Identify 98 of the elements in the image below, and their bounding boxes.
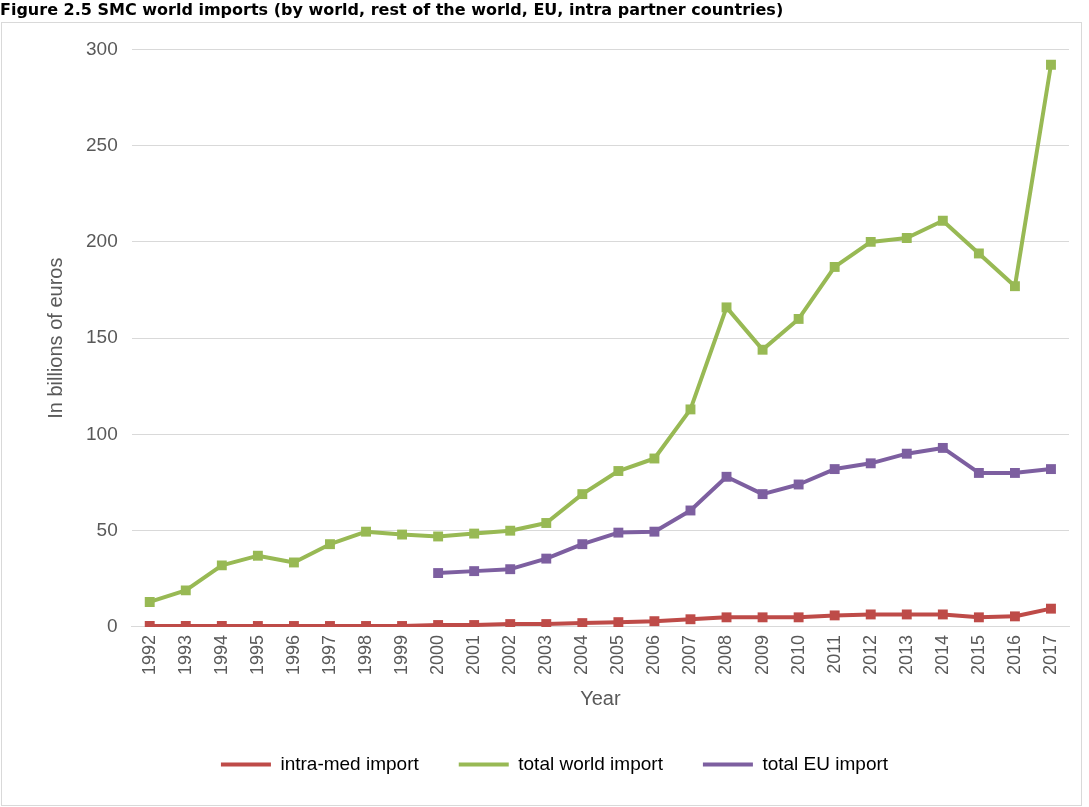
point <box>757 489 768 500</box>
x-tick-label: 2009 <box>751 634 772 675</box>
point <box>252 550 263 561</box>
point <box>505 564 516 575</box>
chart-title: Figure 2.5 SMC world imports (by world, rest of the world, EU, intra partner countries) <box>0 0 784 19</box>
point <box>144 596 155 607</box>
point <box>829 610 840 621</box>
y-tick-label: 300 <box>86 37 118 59</box>
point <box>757 612 768 623</box>
point <box>1009 611 1020 622</box>
x-tick-label: 1999 <box>391 634 412 675</box>
x-tick-label: 1992 <box>138 634 159 675</box>
point <box>505 619 516 627</box>
point <box>973 467 984 478</box>
point <box>469 528 480 539</box>
point <box>433 568 444 578</box>
point <box>685 404 696 415</box>
point <box>649 526 660 537</box>
point <box>541 518 552 528</box>
y-tick-label: 50 <box>96 518 118 540</box>
point <box>721 471 732 482</box>
point <box>361 526 371 537</box>
point <box>216 560 227 571</box>
point <box>649 616 660 627</box>
x-tick-label: 2008 <box>715 634 736 675</box>
x-tick-label: 2004 <box>571 634 592 675</box>
point <box>577 539 588 550</box>
y-axis-title: In billions of euros <box>43 257 66 419</box>
point <box>541 619 552 627</box>
x-tick-label: 2017 <box>1039 634 1060 675</box>
point <box>613 466 624 476</box>
x-tick-label: 2007 <box>679 634 700 675</box>
legend-label: total world import <box>518 752 664 774</box>
point <box>288 557 299 568</box>
x-tick-label: 2000 <box>427 634 448 675</box>
point <box>937 215 948 226</box>
point <box>865 236 876 247</box>
legend-label: total EU import <box>762 752 889 774</box>
point <box>901 448 912 459</box>
point <box>721 302 732 313</box>
x-tick-label: 2012 <box>859 634 880 675</box>
x-tick-label: 2003 <box>535 634 556 675</box>
point <box>433 531 444 542</box>
x-tick-label: 1996 <box>282 634 303 675</box>
point <box>469 566 480 577</box>
point <box>721 612 732 623</box>
point <box>649 453 660 464</box>
point <box>577 489 588 500</box>
x-tick-label: 1997 <box>318 634 339 675</box>
point <box>937 609 948 620</box>
x-tick-label: 1994 <box>210 634 231 675</box>
y-tick-label: 200 <box>86 230 118 252</box>
point <box>793 313 804 324</box>
x-tick-label: 2013 <box>895 634 916 675</box>
legend-label: intra-med import <box>280 752 420 774</box>
point <box>829 262 840 272</box>
y-tick-label: 0 <box>107 615 118 637</box>
x-tick-label: 2001 <box>463 634 484 675</box>
point <box>793 479 804 490</box>
y-tick-label: 250 <box>86 133 118 155</box>
point <box>180 585 191 596</box>
x-tick-label: 2015 <box>967 634 988 675</box>
x-tick-label: 1995 <box>246 634 267 675</box>
point <box>397 529 408 540</box>
point <box>577 618 588 627</box>
point <box>793 612 804 623</box>
point <box>1046 59 1056 70</box>
point <box>1009 467 1020 478</box>
point <box>937 442 948 453</box>
x-tick-label: 2002 <box>499 634 520 675</box>
point <box>973 248 984 259</box>
point <box>901 609 912 620</box>
x-tick-label: 1998 <box>354 634 375 675</box>
x-tick-label: 2011 <box>823 634 844 674</box>
point <box>901 233 912 244</box>
point <box>325 539 335 550</box>
x-tick-label: 1993 <box>174 634 195 675</box>
point <box>541 553 552 564</box>
point <box>613 617 624 627</box>
x-tick-label: 2005 <box>607 634 628 675</box>
y-tick-label: 150 <box>86 326 118 348</box>
point <box>1046 603 1056 614</box>
y-tick-label: 100 <box>86 422 118 444</box>
point <box>1009 281 1020 292</box>
point <box>865 458 876 469</box>
point <box>685 614 696 625</box>
point <box>865 609 876 620</box>
x-tick-label: 2010 <box>787 634 808 675</box>
point <box>973 612 984 623</box>
point <box>613 527 624 538</box>
point <box>1046 464 1056 475</box>
x-tick-label: 2006 <box>643 634 664 675</box>
point <box>505 525 516 536</box>
point <box>829 464 840 475</box>
point <box>757 344 768 355</box>
x-tick-label: 2014 <box>931 634 952 675</box>
x-axis-title: Year <box>580 686 621 709</box>
x-tick-label: 2016 <box>1003 634 1024 675</box>
